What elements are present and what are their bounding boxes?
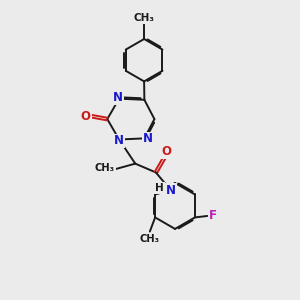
Text: O: O [81, 110, 91, 123]
Text: N: N [114, 134, 124, 148]
Text: N: N [112, 91, 123, 104]
Text: N: N [143, 133, 153, 146]
Text: N: N [166, 184, 176, 197]
Text: CH₃: CH₃ [95, 163, 115, 173]
Text: CH₃: CH₃ [134, 13, 154, 23]
Text: H: H [155, 183, 164, 193]
Text: CH₃: CH₃ [140, 234, 160, 244]
Text: O: O [161, 145, 171, 158]
Text: F: F [209, 209, 217, 223]
